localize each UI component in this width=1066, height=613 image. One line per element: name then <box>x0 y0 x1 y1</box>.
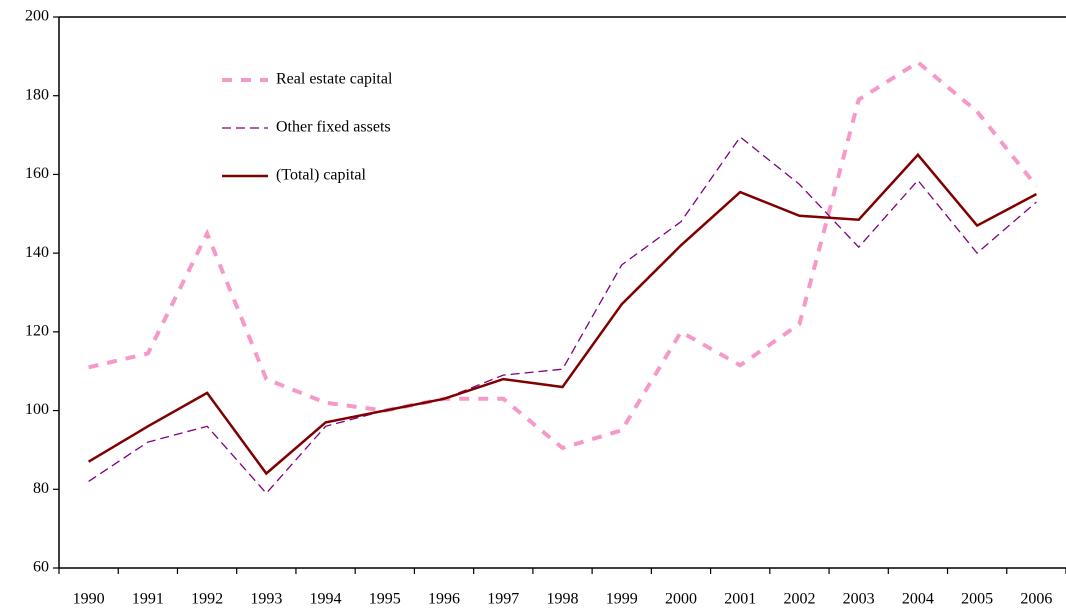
x-tick-label: 1992 <box>191 591 223 608</box>
y-tick-label: 180 <box>25 86 49 103</box>
series-line <box>87 152 1037 476</box>
x-tick-label: 1999 <box>606 591 638 608</box>
x-tick-label: 2005 <box>961 591 993 608</box>
x-tick-label: 2002 <box>783 591 815 608</box>
series-line <box>88 136 1037 495</box>
x-tick-label: 1990 <box>73 591 105 608</box>
legend-label: Other fixed assets <box>276 119 391 136</box>
legend-label: Real estate capital <box>276 71 393 88</box>
x-tick-label: 1996 <box>428 591 460 608</box>
y-tick-label: 120 <box>25 323 49 340</box>
x-tick-label: 2006 <box>1020 591 1052 608</box>
x-tick-label: 1993 <box>250 591 282 608</box>
x-tick-label: 1991 <box>132 591 164 608</box>
y-tick-label: 80 <box>33 480 49 497</box>
x-tick-label: 1998 <box>547 591 579 608</box>
y-tick-label: 140 <box>25 244 49 261</box>
legend-label: (Total) capital <box>276 167 367 184</box>
y-tick-label: 100 <box>25 401 49 418</box>
y-tick-label: 160 <box>25 165 49 182</box>
y-tick-label: 200 <box>25 8 49 25</box>
x-tick-label: 2000 <box>665 591 697 608</box>
series-line <box>88 59 1038 451</box>
x-tick-label: 1994 <box>310 591 342 608</box>
x-tick-label: 2003 <box>843 591 875 608</box>
x-tick-label: 1995 <box>369 591 401 608</box>
x-tick-label: 1997 <box>487 591 519 608</box>
y-tick-label: 60 <box>33 559 49 576</box>
x-tick-label: 2004 <box>902 591 934 608</box>
x-tick-label: 2001 <box>724 591 756 608</box>
